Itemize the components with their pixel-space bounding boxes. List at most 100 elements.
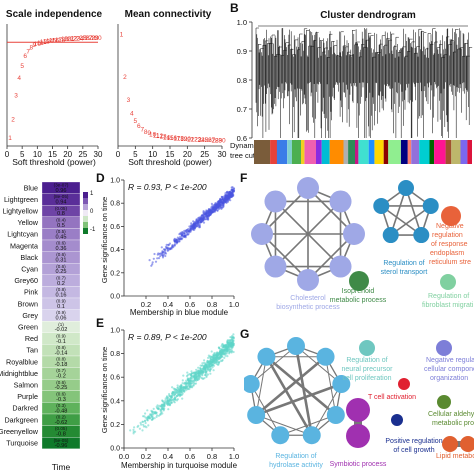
gene-point [217, 362, 220, 365]
y-tick-label: 1.0 [110, 328, 120, 335]
y-tick-label: 0.6 [110, 224, 120, 231]
panel-label-b: B [230, 1, 239, 15]
gene-point [203, 359, 206, 362]
gene-point [175, 389, 178, 392]
module-color-block [291, 140, 302, 164]
gene-point [224, 353, 227, 356]
network-edge [265, 356, 313, 436]
x-axis-label: Soft threshold (power) [128, 157, 212, 167]
gene-point [192, 384, 195, 387]
gene-point [172, 400, 175, 403]
gene-point [220, 198, 223, 201]
x-tick-label: 0.8 [207, 300, 217, 309]
gene-point [163, 250, 166, 253]
gene-point [189, 384, 192, 387]
gene-point [164, 245, 168, 248]
gene-point [207, 361, 210, 364]
gene-point [163, 407, 166, 410]
power-point: 23 [194, 137, 202, 144]
heatmap-value: -0.96 [55, 443, 68, 449]
module-color-block [411, 140, 420, 164]
gene-point [185, 229, 189, 232]
gene-point [203, 377, 206, 380]
gene-point [193, 222, 196, 225]
heatmap-row-label: Black [20, 253, 38, 262]
label-cell-growth: Positive regulation of cell growth [385, 438, 442, 454]
heatmap-value: 0.8 [57, 211, 65, 217]
mean-connectivity-title: Mean connectivity [125, 9, 212, 20]
heatmap-p: (0.9) [56, 333, 66, 338]
power-point: 20 [184, 136, 192, 143]
heatmap-value: -0.1 [56, 339, 66, 345]
gene-point [229, 193, 232, 196]
heatmap-p: (0.2) [56, 415, 66, 420]
x-tick-label: 20 [183, 150, 192, 159]
gene-point [201, 374, 204, 377]
power-point: 6 [23, 53, 27, 60]
power-point: 13 [43, 39, 51, 46]
gene-point [190, 372, 193, 375]
network-node [422, 197, 439, 214]
power-point: 21 [187, 136, 195, 143]
heatmap-row-label: Greenyellow [0, 427, 39, 436]
power-point: 28 [211, 137, 219, 144]
network-node [244, 375, 260, 394]
gene-point [221, 358, 224, 362]
gene-point [155, 415, 158, 418]
gene-point [224, 343, 228, 346]
gene-point [211, 366, 214, 369]
gene-point [203, 369, 206, 372]
gene-point [224, 192, 227, 195]
gene-point [226, 355, 229, 358]
network-node [373, 197, 390, 214]
gene-point [182, 374, 185, 377]
dendro-y-tick: 0.8 [237, 76, 247, 85]
gene-point [195, 368, 198, 371]
gene-point [170, 401, 173, 404]
network-edge [380, 205, 422, 236]
dendro-y-tick: 0.6 [237, 134, 247, 143]
gene-point [221, 206, 224, 209]
gene-point [222, 349, 225, 352]
x-tick-label: 10 [33, 150, 42, 159]
gene-point [227, 344, 230, 347]
gene-point [178, 233, 181, 236]
network-edge [255, 382, 342, 417]
heatmap-value: -0.8 [56, 432, 66, 438]
gene-point [187, 232, 190, 236]
module-color-block [301, 140, 305, 164]
x-tick-label: 10 [148, 150, 157, 159]
label-fibroblast: Regulation of fibroblast migrati [422, 293, 474, 309]
gene-point [148, 259, 151, 262]
network-node [346, 398, 370, 422]
gene-point [194, 377, 197, 380]
gene-point [206, 214, 209, 217]
gene-point [209, 213, 212, 216]
gene-point [161, 407, 164, 410]
power-point: 10 [149, 131, 157, 138]
label-lipid: Lipid metabolic [436, 453, 474, 460]
x-axis-label: Membership in blue module [130, 308, 229, 317]
gene-point [142, 423, 145, 426]
x-tick-label: 25 [78, 150, 87, 159]
x-tick-label: 0.4 [163, 452, 173, 461]
gene-point [192, 371, 195, 374]
module-color-block [374, 140, 384, 164]
gene-point [184, 386, 187, 389]
heatmap-value: -0.62 [55, 420, 68, 426]
heatmap-value: 0.16 [56, 292, 67, 298]
power-point: 4 [130, 111, 134, 118]
x-tick-label: 30 [218, 150, 227, 159]
power-point: 19 [180, 136, 188, 143]
heatmap-p: (0.7) [56, 275, 66, 280]
heatmap-p: (0.7) [56, 368, 66, 373]
power-point: 15 [166, 135, 174, 142]
heatmap-row-label: Red [25, 334, 38, 343]
network-edge [250, 345, 297, 385]
scale-independence-title: Scale independence [6, 9, 103, 20]
legend-tick: 1 [90, 191, 94, 197]
module-color-block [287, 140, 292, 164]
gene-point [205, 364, 209, 367]
gene-point [231, 193, 234, 196]
gene-point [154, 410, 157, 413]
